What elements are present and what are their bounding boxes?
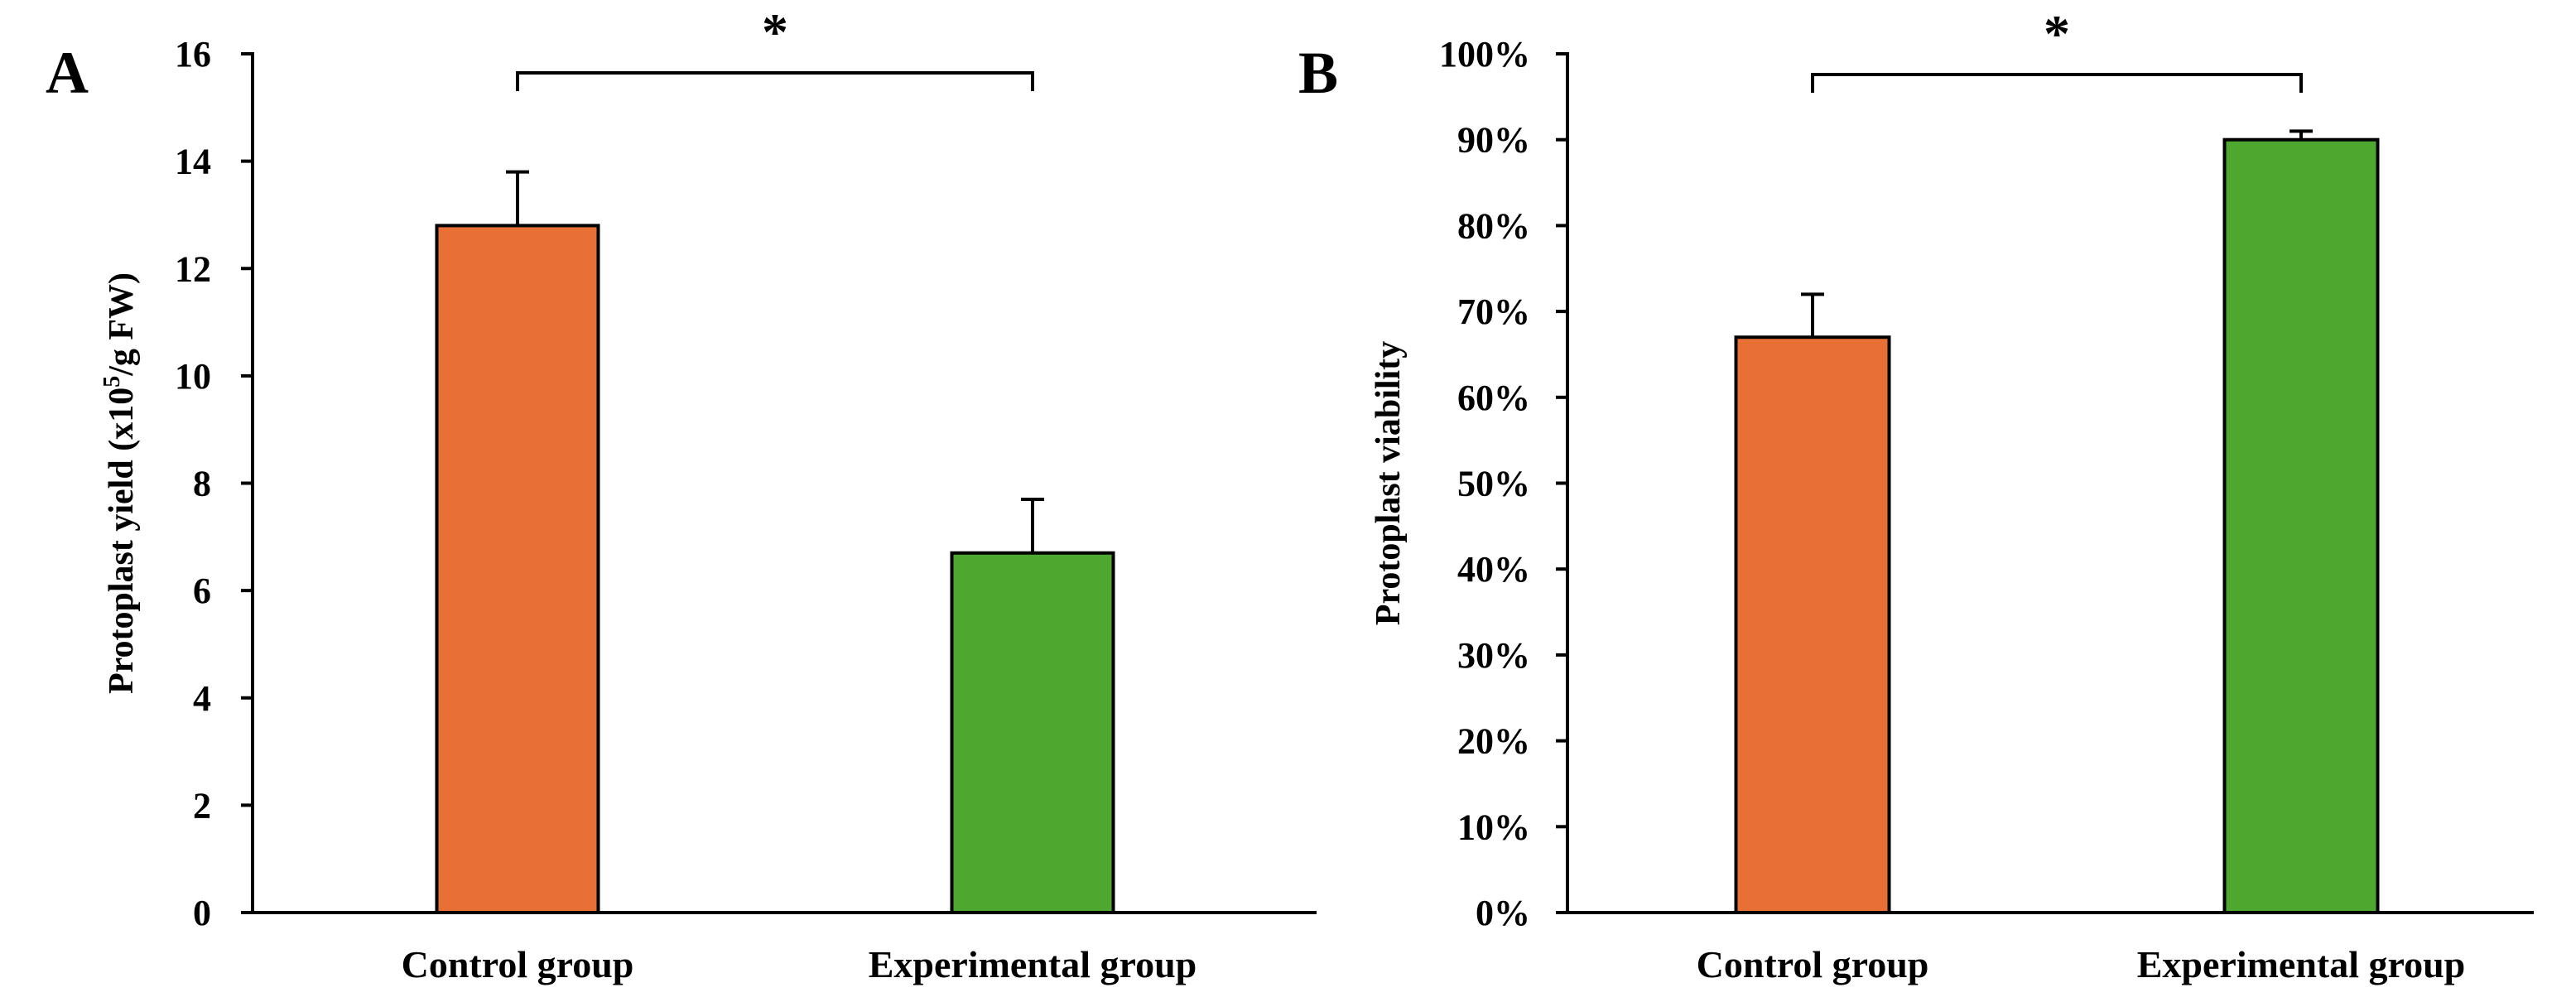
panel-b-error-bar: [2290, 129, 2313, 140]
panel-a-y-tick-label: 4: [193, 678, 211, 719]
panel-b-y-tick-label: 0%: [1476, 893, 1530, 933]
panel-a-y-tick-label: 0: [193, 893, 211, 933]
panel-b-y-tick-label: 10%: [1457, 807, 1530, 847]
panel-b-y-tick-label: 50%: [1457, 464, 1530, 504]
panel-b-y-tick-label: 30%: [1457, 635, 1530, 676]
panel-b-category-label: Control group: [1697, 943, 1929, 985]
panel-a-chart: A 0 2 4 6 8 10 12 14 16 Control group Experimental …: [46, 2, 1317, 985]
panel-a-y-axis-title-tail: /g FW): [103, 272, 141, 377]
panel-b-y-tick-label: 90%: [1457, 120, 1530, 161]
panel-b-error-bar: [1801, 292, 1824, 338]
panel-b-panel-letter: B: [1298, 40, 1338, 106]
panel-b-y-tick-label: 100%: [1439, 34, 1530, 75]
panel-b-y-tick-label: 20%: [1457, 721, 1530, 762]
panel-a-bar: [435, 224, 600, 914]
panel-b-bar: [1734, 335, 1891, 914]
panel-a-bar: [950, 551, 1115, 914]
panel-a-y-axis-title-superscript: 5: [99, 376, 125, 388]
panel-b-bar: [2222, 137, 2380, 914]
panel-b-y-axis-title: Protoplast viability: [1370, 341, 1408, 625]
panel-a-error-bar: [506, 170, 529, 226]
panel-b-y-axis-title-text: Protoplast viability: [1370, 341, 1408, 625]
panel-b-y-tick-label: 40%: [1457, 549, 1530, 590]
panel-a-y-axis-title: Protoplast yield (x105/g FW): [99, 272, 141, 694]
panel-a-significance-bracket: [516, 71, 1034, 91]
panel-b-y-tick-label: 60%: [1457, 378, 1530, 418]
panel-a-y-tick-label: 16: [175, 34, 211, 75]
panel-a-category-label: Control group: [402, 943, 634, 985]
panel-a-panel-letter: A: [46, 40, 89, 106]
panel-b-significance-bracket: [1811, 73, 2303, 93]
panel-a-y-tick-label: 6: [193, 571, 211, 611]
panel-a-significance-star: *: [762, 2, 788, 61]
panel-b-category-label: Experimental group: [2137, 943, 2466, 985]
panel-b-significance-star: *: [2044, 4, 2070, 63]
panel-b-y-tick-label: 80%: [1457, 205, 1530, 246]
panel-a-error-bar: [1021, 497, 1044, 553]
panel-b-y-tick-label: 70%: [1457, 291, 1530, 332]
panel-b-chart: B 0% 10% 20% 30% 40% 50% 60% 70% 80% 90% 100% Contro…: [1298, 4, 2534, 985]
panel-a-y-tick-label: 14: [175, 142, 211, 182]
panel-a-category-label: Experimental group: [869, 943, 1197, 985]
panel-a-y-tick-label: 12: [175, 248, 211, 289]
panel-a-y-axis-title-text: Protoplast yield (x10: [103, 388, 141, 694]
panel-a-y-tick-label: 8: [193, 464, 211, 504]
panel-a-y-tick-label: 2: [193, 785, 211, 826]
panel-a-y-tick-label: 10: [175, 356, 211, 397]
